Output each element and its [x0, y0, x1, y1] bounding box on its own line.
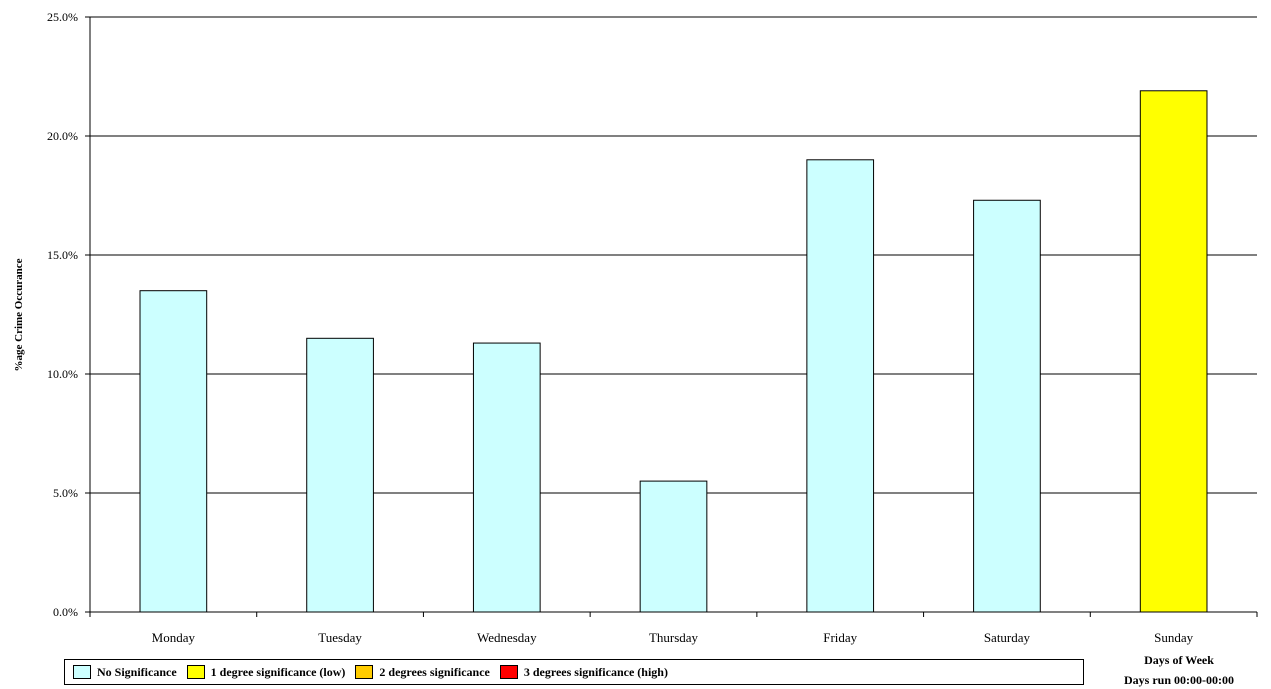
legend-swatch [73, 665, 91, 679]
legend-swatch [355, 665, 374, 679]
legend-item: 2 degrees significance [355, 664, 490, 680]
x-tick-label: Friday [823, 630, 857, 645]
x-tick-label: Tuesday [318, 630, 362, 645]
legend-item: No Significance [73, 665, 177, 680]
bar-wednesday [472, 342, 541, 613]
bar-tuesday [306, 337, 374, 613]
bar-monday [139, 290, 208, 613]
bar-saturday [973, 199, 1041, 613]
axes [89, 17, 1258, 617]
y-tick-label: 25.0% [47, 10, 78, 24]
bars [139, 90, 1208, 613]
legend-label: 1 degree significance (low) [210, 664, 346, 679]
y-tick-label: 10.0% [47, 367, 78, 381]
gridlines [85, 16, 1257, 613]
bar-sunday [1139, 90, 1208, 613]
bar-thursday [639, 480, 708, 613]
legend-item: 3 degrees significance (high) [499, 664, 668, 680]
x-tick-label: Wednesday [477, 630, 537, 645]
legend-label: No Significance [97, 664, 177, 679]
x-tick-label: Saturday [984, 630, 1031, 645]
y-tick-label: 5.0% [53, 486, 78, 500]
y-axis-label: %age Crime Occurance [13, 258, 25, 371]
x-tick-labels: Monday Tuesday Wednesday Thursday Friday Satu… [152, 630, 1194, 645]
legend-label: 3 degrees significance (high) [523, 664, 668, 679]
x-tick-label: Thursday [649, 630, 699, 645]
legend-label: 2 degrees significance [379, 664, 490, 679]
x-tick-label: Monday [152, 630, 196, 645]
x-tick-label: Sunday [1154, 630, 1194, 645]
bar-friday [806, 159, 875, 613]
x-axis-label: Days of Week [1144, 653, 1214, 667]
y-tick-label: 15.0% [47, 248, 78, 262]
y-tick-label: 0.0% [53, 605, 78, 619]
legend: No Significance 1 degree significance (lo… [64, 659, 1084, 685]
legend-swatch [186, 665, 205, 679]
legend-swatch [499, 665, 518, 679]
y-tick-labels: 0.0% 5.0% 10.0% 15.0% 20.0% 25.0% [47, 10, 78, 619]
y-tick-label: 20.0% [47, 129, 78, 143]
x-axis-note: Days run 00:00-00:00 [1124, 673, 1234, 687]
legend-item: 1 degree significance (low) [186, 664, 346, 680]
